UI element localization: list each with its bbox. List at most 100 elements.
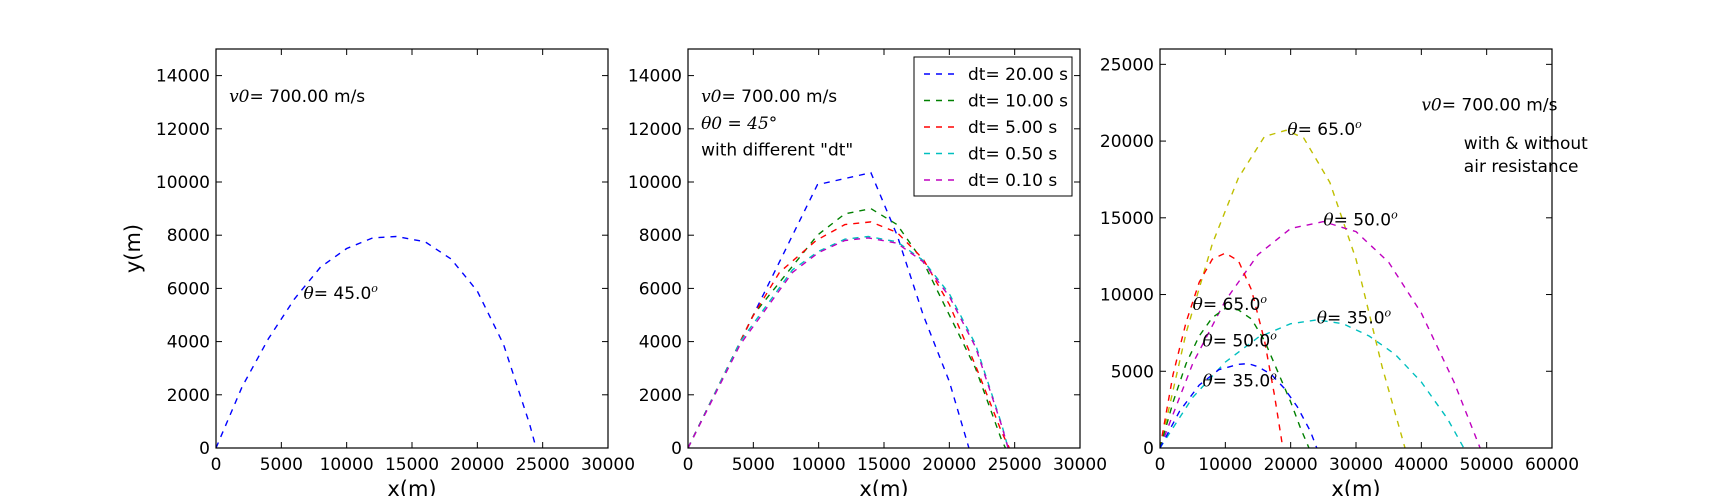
x-axis-label: x(m) (387, 477, 436, 496)
x-tick-label: 20000 (1264, 455, 1318, 475)
y-tick-label: 2000 (639, 386, 682, 406)
note-v0: v0= 700.00 m/s (701, 87, 837, 107)
y-tick-label: 6000 (167, 279, 210, 299)
annotation-degree: o (1260, 293, 1267, 306)
note-text: air resistance (1464, 157, 1579, 177)
x-tick-label: 5000 (260, 455, 303, 475)
annotation-value: = 35.0 (1327, 309, 1385, 329)
series-group (688, 171, 1011, 448)
y-axis-label: y(m) (121, 224, 145, 273)
annotation-symbol: θ (1202, 332, 1212, 352)
series-line-3 (1160, 319, 1465, 448)
note-v0: v0= 700.00 m/s (229, 87, 365, 107)
annotation-degree: o (1355, 118, 1362, 131)
note-text: = 700.00 m/s (721, 87, 837, 107)
x-tick-label: 5000 (732, 455, 775, 475)
y-tick-label: 14000 (156, 67, 210, 87)
note-v0: v0= 700.00 m/s (1421, 95, 1557, 115)
note-math: v0 (1421, 95, 1442, 115)
angle-annotation: θ= 50.0o (1323, 208, 1398, 230)
chart-panel-2: 0 5000 10000 15000 20000 25000 30000 0 2000 4000 6… (628, 48, 1107, 496)
x-tick-label: 10000 (320, 455, 374, 475)
series-group (216, 235, 537, 448)
x-tick-label: 20000 (450, 455, 504, 475)
legend-entry: dt= 20.00 s (968, 65, 1068, 85)
x-tick-label: 40000 (1394, 455, 1448, 475)
annotation-symbol: θ (1317, 309, 1327, 329)
annotation-symbol: θ (1193, 295, 1203, 315)
angle-annotation: θ= 65.0o (1287, 118, 1362, 140)
legend-entry: dt= 0.10 s (968, 171, 1057, 191)
chart-panel-1: 0 5000 10000 15000 20000 25000 30000 0 2000 4000 6… (121, 48, 635, 496)
plot-frame (215, 48, 609, 449)
annotation-degree: o (1270, 330, 1277, 343)
angle-annotation: θ= 65.0o (1193, 293, 1268, 315)
series-line-1 (1160, 129, 1406, 448)
y-tick-label: 4000 (167, 333, 210, 353)
y-tick-label: 8000 (639, 226, 682, 246)
note-text: = 700.00 m/s (1442, 95, 1558, 115)
y-tick-label: 20000 (1100, 132, 1154, 152)
x-tick-label: 25000 (516, 455, 570, 475)
legend: dt= 20.00 s dt= 10.00 s dt= 5.00 s dt= 0.50… (913, 56, 1073, 197)
annotation-value: = 35.0 (1213, 372, 1271, 392)
series-line-6 (1160, 362, 1318, 448)
x-tick-label: 10000 (792, 455, 846, 475)
x-tick-label: 30000 (1053, 455, 1107, 475)
annotation-degree: o (1270, 370, 1277, 383)
x-tick-label: 30000 (1329, 455, 1383, 475)
legend-entry: dt= 5.00 s (968, 118, 1057, 138)
angle-annotation: θ= 45.0o (304, 282, 379, 304)
y-tick-label: 12000 (156, 120, 210, 140)
series-line-4 (688, 235, 1009, 448)
note-math: v0 (229, 87, 250, 107)
note-theta0: θ0 = 45° (701, 114, 777, 134)
x-tick-label: 30000 (581, 455, 635, 475)
annotation-symbol: θ (1323, 210, 1333, 230)
y-tick-label: 10000 (628, 173, 682, 193)
annotation-symbol: θ (304, 284, 314, 304)
note-air2: air resistance (1464, 157, 1579, 177)
x-axis-label: x(m) (1331, 477, 1380, 496)
y-tick-label: 0 (1143, 439, 1154, 459)
annotation-value: = 65.0 (1298, 120, 1356, 140)
angle-annotation: θ= 50.0o (1202, 330, 1277, 352)
x-tick-label: 0 (683, 455, 694, 475)
y-tick-label: 10000 (1100, 286, 1154, 306)
note-text: = 700.00 m/s (249, 87, 365, 107)
y-tick-label: 25000 (1100, 55, 1154, 75)
y-tick-label: 5000 (1111, 362, 1154, 382)
legend-entry: dt= 10.00 s (968, 92, 1068, 112)
annotation-degree: o (1385, 307, 1392, 320)
x-tick-label: 20000 (922, 455, 976, 475)
y-tick-label: 14000 (628, 67, 682, 87)
note-text: with different "dt" (701, 140, 853, 160)
x-tick-label: 15000 (385, 455, 439, 475)
note-dt_note: with different "dt" (701, 140, 853, 160)
y-tick-label: 0 (671, 439, 682, 459)
note-math: θ0 = 45° (701, 114, 777, 134)
annotation-symbol: θ (1202, 372, 1212, 392)
y-tick-label: 6000 (639, 279, 682, 299)
x-tick-label: 25000 (988, 455, 1042, 475)
annotation-value: = 65.0 (1203, 295, 1261, 315)
series-line-1 (688, 171, 970, 448)
y-tick-label: 15000 (1100, 209, 1154, 229)
chart-panel-3: 0 10000 20000 30000 40000 50000 60000 0 5000 1000… (1100, 48, 1588, 496)
x-tick-label: 0 (1155, 455, 1166, 475)
series-line-3 (688, 221, 1011, 448)
angle-annotation: θ= 35.0o (1317, 307, 1392, 329)
series-line-1 (216, 235, 537, 448)
y-tick-label: 0 (199, 439, 210, 459)
legend-entry: dt= 0.50 s (968, 145, 1057, 165)
annotation-degree: o (371, 282, 378, 295)
series-line-5 (1160, 307, 1310, 448)
annotation-value: = 45.0 (314, 284, 372, 304)
x-tick-label: 10000 (1198, 455, 1252, 475)
angle-annotation: θ= 35.0o (1202, 370, 1277, 392)
series-line-2 (688, 207, 1007, 448)
annotation-symbol: θ (1287, 120, 1297, 140)
series-line-4 (1160, 252, 1284, 448)
series-line-5 (688, 237, 1009, 448)
